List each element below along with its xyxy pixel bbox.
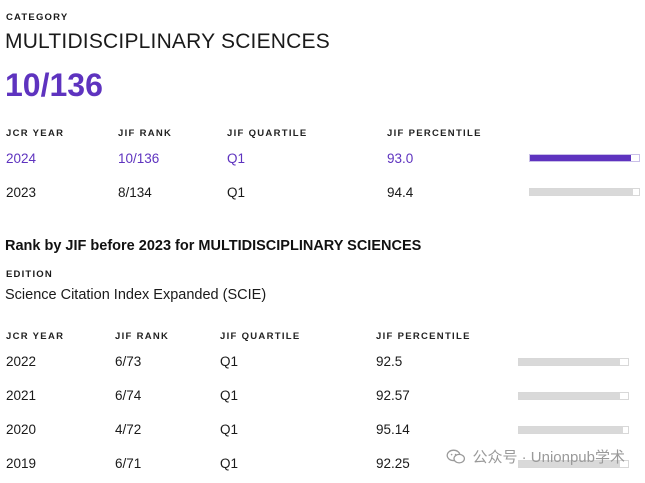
percentile-bar-fill xyxy=(519,461,620,467)
header-jif-rank: JIF RANK xyxy=(118,128,173,139)
percentile-bar xyxy=(518,358,629,366)
edition-value: Science Citation Index Expanded (SCIE) xyxy=(5,287,267,303)
percentile-bar-fill xyxy=(530,155,632,161)
cell-rank: 8/134 xyxy=(118,185,152,200)
percentile-bar-fill xyxy=(519,359,620,365)
percentile-bar-fill xyxy=(519,393,620,399)
cell-rank: 4/72 xyxy=(115,422,142,437)
header-jcr-year: JCR YEAR xyxy=(6,128,65,139)
watermark-text: 公众号 · Unionpub学术 xyxy=(472,449,625,466)
cell-quartile: Q1 xyxy=(220,354,239,369)
wechat-icon xyxy=(446,449,466,463)
percentile-bar xyxy=(518,460,629,468)
section-title: Rank by JIF before 2023 for MULTIDISCIPL… xyxy=(5,238,422,254)
cell-quartile: Q1 xyxy=(220,422,239,437)
cell-rank: 6/71 xyxy=(115,456,142,471)
edition-label: EDITION xyxy=(6,269,53,280)
percentile-bar xyxy=(529,188,640,196)
cell-quartile: Q1 xyxy=(220,388,239,403)
category-label: CATEGORY xyxy=(6,12,69,23)
cell-quartile: Q1 xyxy=(227,151,246,166)
cell-rank: 6/73 xyxy=(115,354,142,369)
cell-quartile: Q1 xyxy=(227,185,246,200)
header-jif-quartile: JIF QUARTILE xyxy=(227,128,308,139)
cell-year: 2023 xyxy=(6,185,37,200)
cell-year: 2024 xyxy=(6,151,37,166)
header-jif-quartile: JIF QUARTILE xyxy=(220,331,301,342)
cell-year: 2021 xyxy=(6,388,37,403)
header-jcr-year: JCR YEAR xyxy=(6,331,65,342)
percentile-bar xyxy=(518,426,629,434)
percentile-bar-fill xyxy=(530,189,633,195)
cell-percentile: 95.14 xyxy=(376,422,410,437)
cell-percentile: 92.25 xyxy=(376,456,410,471)
percentile-bar xyxy=(529,154,640,162)
header-jif-rank: JIF RANK xyxy=(115,331,170,342)
header-jif-percentile: JIF PERCENTILE xyxy=(387,128,482,139)
header-jif-percentile: JIF PERCENTILE xyxy=(376,331,471,342)
cell-percentile: 92.5 xyxy=(376,354,403,369)
category-name: MULTIDISCIPLINARY SCIENCES xyxy=(5,30,330,53)
cell-year: 2022 xyxy=(6,354,37,369)
cell-rank: 6/74 xyxy=(115,388,142,403)
percentile-bar-fill xyxy=(519,427,623,433)
cell-year: 2020 xyxy=(6,422,37,437)
cell-percentile: 92.57 xyxy=(376,388,410,403)
cell-rank: 10/136 xyxy=(118,151,160,166)
cell-percentile: 93.0 xyxy=(387,151,414,166)
watermark: 公众号 · Unionpub学术 xyxy=(446,446,625,467)
cell-year: 2019 xyxy=(6,456,37,471)
percentile-bar xyxy=(518,392,629,400)
cell-quartile: Q1 xyxy=(220,456,239,471)
category-rank: 10/136 xyxy=(5,67,103,103)
cell-percentile: 94.4 xyxy=(387,185,414,200)
